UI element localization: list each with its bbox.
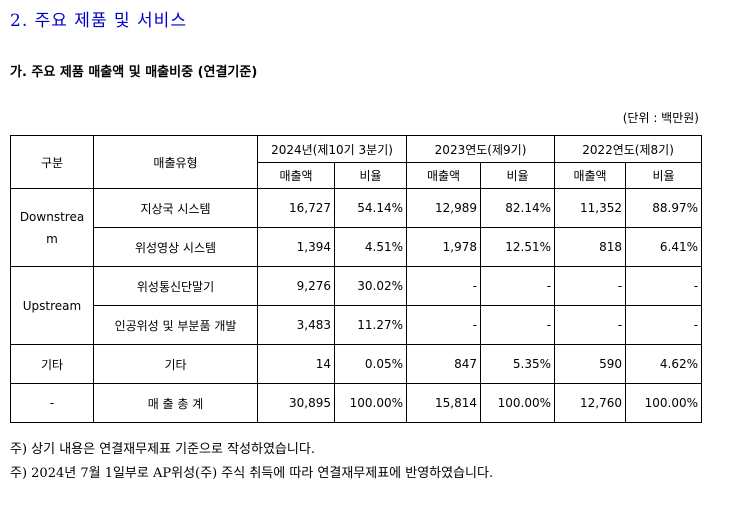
- header-ratio: 비율: [625, 162, 703, 189]
- header-sales-type: 매출유형: [93, 135, 258, 189]
- cell: -: [406, 266, 482, 306]
- group-downstream: Downstream: [10, 188, 94, 267]
- section-title: 2. 주요 제품 및 서비스: [10, 11, 187, 31]
- sales-type-cell: 위성영상 시스템: [93, 227, 258, 267]
- cell: 30.02%: [333, 266, 408, 306]
- cell: 4.51%: [333, 227, 408, 267]
- header-sales: 매출액: [257, 162, 335, 189]
- cell: 100.00%: [480, 383, 556, 423]
- group-other: 기타: [10, 344, 94, 384]
- sales-type-cell: 인공위성 및 부분품 개발: [93, 305, 258, 345]
- cell: 82.14%: [480, 188, 556, 228]
- sales-type-cell: 매 출 총 계: [93, 383, 258, 423]
- cell: 88.97%: [625, 188, 703, 228]
- cell: 1,978: [406, 227, 482, 267]
- cell: -: [480, 266, 556, 306]
- cell: 16,727: [257, 188, 335, 228]
- cell: 6.41%: [625, 227, 703, 267]
- cell: -: [625, 305, 703, 345]
- table-row: 기타 기타 14 0.05% 847 5.35% 590 4.62%: [10, 344, 703, 384]
- table-total-row: - 매 출 총 계 30,895 100.00% 15,814 100.00% …: [10, 383, 703, 423]
- table-row: 위성영상 시스템 1,394 4.51% 1,978 12.51% 818 6.…: [11, 227, 703, 267]
- cell: 54.14%: [333, 188, 408, 228]
- cell: 30,895: [257, 383, 335, 423]
- table-row: 인공위성 및 부분품 개발 3,483 11.27% - - - -: [11, 305, 703, 345]
- footnote: 주) 2024년 7월 1일부로 AP위성(주) 주식 취득에 따라 연결재무제…: [10, 466, 494, 481]
- header-period-2023: 2023연도(제9기): [406, 135, 556, 163]
- header-sales: 매출액: [406, 162, 482, 189]
- table-row: Downstream 지상국 시스템 16,727 54.14% 12,989 …: [10, 188, 703, 267]
- sales-type-cell: 지상국 시스템: [93, 188, 258, 228]
- sales-table: 구분 매출유형 2024년(제10기 3분기) 2023연도(제9기) 2022…: [10, 135, 703, 423]
- footnotes: 주) 상기 내용은 연결재무제표 기준으로 작성하였습니다. 주) 2024년 …: [10, 438, 570, 486]
- cell: -: [554, 305, 627, 345]
- sales-type-cell: 기타: [93, 344, 258, 384]
- group-total: -: [10, 383, 94, 423]
- cell: 15,814: [406, 383, 482, 423]
- cell: 12,989: [406, 188, 482, 228]
- cell: 11,352: [554, 188, 627, 228]
- header-period-2022: 2022연도(제8기): [554, 135, 703, 163]
- table-header-row: 구분 매출유형 2024년(제10기 3분기) 2023연도(제9기) 2022…: [10, 135, 703, 189]
- cell: 1,394: [257, 227, 335, 267]
- header-sales: 매출액: [554, 162, 627, 189]
- cell: 100.00%: [333, 383, 408, 423]
- cell: -: [554, 266, 627, 306]
- cell: 3,483: [257, 305, 335, 345]
- cell: 11.27%: [333, 305, 408, 345]
- header-category: 구분: [10, 135, 94, 189]
- unit-label: (단위 : 백만원): [622, 111, 699, 125]
- cell: 9,276: [257, 266, 335, 306]
- cell: 0.05%: [333, 344, 408, 384]
- cell: 590: [554, 344, 627, 384]
- cell: 12,760: [554, 383, 627, 423]
- cell: 12.51%: [480, 227, 556, 267]
- cell: -: [480, 305, 556, 345]
- cell: 847: [406, 344, 482, 384]
- cell: -: [625, 266, 703, 306]
- header-period-2024: 2024년(제10기 3분기): [256, 135, 408, 163]
- cell: 14: [257, 344, 335, 384]
- header-ratio: 비율: [333, 162, 408, 189]
- cell: 5.35%: [480, 344, 556, 384]
- cell: 818: [554, 227, 627, 267]
- cell: -: [406, 305, 482, 345]
- cell: 100.00%: [625, 383, 703, 423]
- sales-type-cell: 위성통신단말기: [93, 266, 258, 306]
- table-row: Upstream 위성통신단말기 9,276 30.02% - - - -: [10, 266, 703, 345]
- header-ratio: 비율: [480, 162, 556, 189]
- cell: 4.62%: [625, 344, 703, 384]
- footnote: 주) 상기 내용은 연결재무제표 기준으로 작성하였습니다.: [10, 442, 315, 457]
- table-subheader-row: 매출액 비율 매출액 비율 매출액 비율: [11, 162, 703, 189]
- subsection-title: 가. 주요 제품 매출액 및 매출비중 (연결기준): [10, 65, 258, 80]
- group-upstream: Upstream: [10, 266, 94, 345]
